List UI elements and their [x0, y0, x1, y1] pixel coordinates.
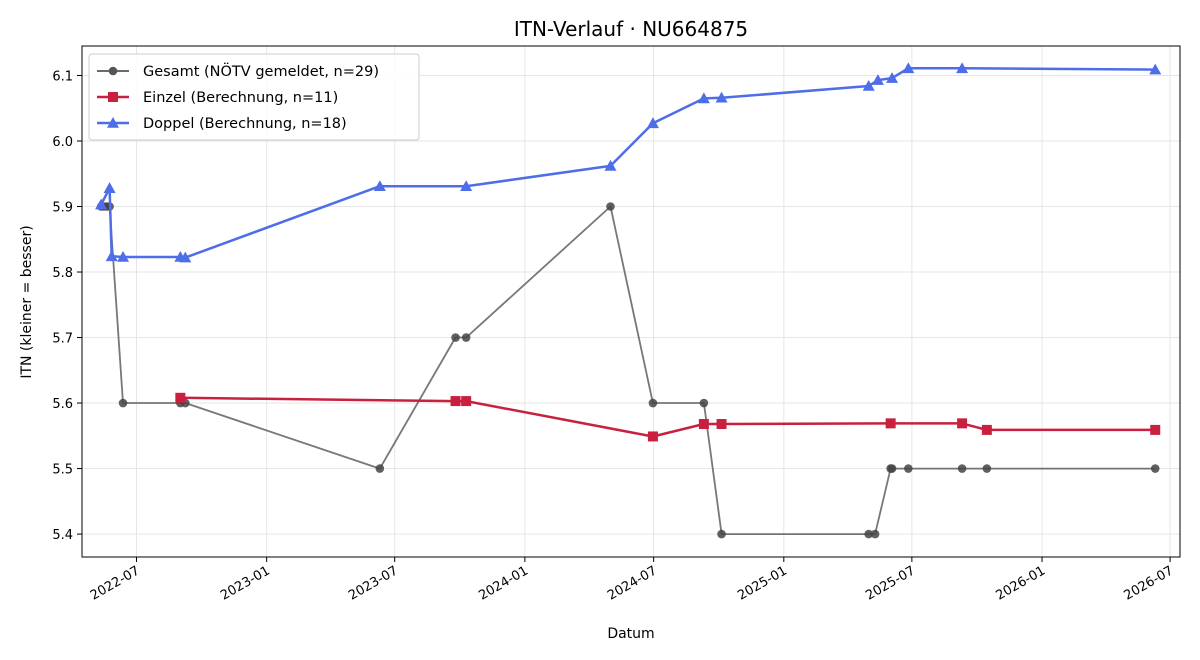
data-point [956, 62, 969, 74]
series-doppel-berechnung-n-18 [95, 62, 1162, 263]
data-point [461, 333, 471, 342]
y-axis-label: ITN (kleiner = besser) [19, 225, 35, 378]
data-point [375, 464, 385, 473]
y-tick-label: 6.0 [52, 135, 73, 150]
y-tick-label: 5.5 [52, 463, 73, 478]
x-axis-label: Datum [607, 626, 654, 642]
data-point [957, 464, 967, 473]
legend-item-einzel-berechnung-n-11: Einzel (Berechnung, n=11) [97, 90, 338, 106]
data-point [699, 398, 709, 408]
y-tick-label: 5.4 [52, 528, 73, 543]
y-tick-label: 5.7 [52, 332, 73, 347]
data-point [460, 180, 473, 191]
legend: Gesamt (NÖTV gemeldet, n=29) Einzel (Bere… [88, 53, 420, 141]
y-tick-label: 5.8 [52, 266, 73, 281]
data-point [1150, 464, 1160, 473]
data-point [864, 529, 874, 539]
data-point [646, 117, 659, 129]
series-line [180, 396, 1156, 438]
legend-marker [108, 92, 118, 102]
legend-marker [108, 66, 118, 76]
data-point [716, 419, 727, 430]
data-point [885, 418, 896, 429]
data-point [717, 529, 726, 539]
data-point [904, 464, 913, 473]
data-point [886, 72, 899, 83]
y-tick-label: 5.9 [52, 201, 73, 216]
data-point [648, 398, 658, 408]
data-point [450, 396, 461, 407]
data-point [95, 198, 108, 210]
data-point [715, 91, 728, 103]
data-point [606, 202, 615, 211]
y-tick-label: 6.1 [52, 69, 73, 84]
legend-item-doppel-berechnung-n-18: Doppel (Berechnung, n=18) [97, 116, 347, 132]
data-point [461, 396, 472, 407]
y-axis: 5.4 5.5 5.6 5.7 5.8 5.9 6.0 6.1 [52, 69, 82, 543]
data-point [870, 529, 880, 539]
data-point [373, 180, 386, 191]
legend-item-gesamt-n-tv-gemeldet-n-29: Gesamt (NÖTV gemeldet, n=29) [97, 62, 379, 80]
data-point [981, 424, 992, 435]
data-point [902, 62, 915, 74]
data-point [887, 464, 897, 473]
data-point [175, 392, 186, 403]
data-point [647, 431, 658, 442]
data-point [871, 74, 884, 85]
data-point [604, 159, 617, 171]
data-point [697, 92, 710, 104]
data-point [957, 418, 968, 429]
legend-marker [107, 117, 119, 128]
legend-label: Gesamt (NÖTV gemeldet, n=29) [143, 62, 379, 80]
data-point [982, 464, 992, 473]
series-einzel-berechnung-n-11 [175, 392, 1161, 442]
series-layer [95, 62, 1162, 539]
data-point [103, 182, 116, 193]
data-point [1150, 424, 1161, 435]
legend-label: Einzel (Berechnung, n=11) [143, 90, 338, 106]
legend-box [88, 53, 420, 141]
data-point [698, 419, 709, 430]
data-point [179, 251, 192, 263]
y-tick-label: 5.6 [52, 397, 73, 412]
data-point [105, 250, 118, 262]
chart-title: ITN-Verlauf · NU664875 [514, 17, 748, 41]
legend-label: Doppel (Berechnung, n=18) [143, 116, 347, 132]
data-point [1149, 63, 1162, 75]
series-line [101, 205, 1156, 535]
data-point [117, 250, 130, 262]
data-point [118, 398, 128, 408]
data-point [451, 333, 460, 342]
data-point [862, 79, 875, 91]
plot-frame [81, 45, 1181, 558]
